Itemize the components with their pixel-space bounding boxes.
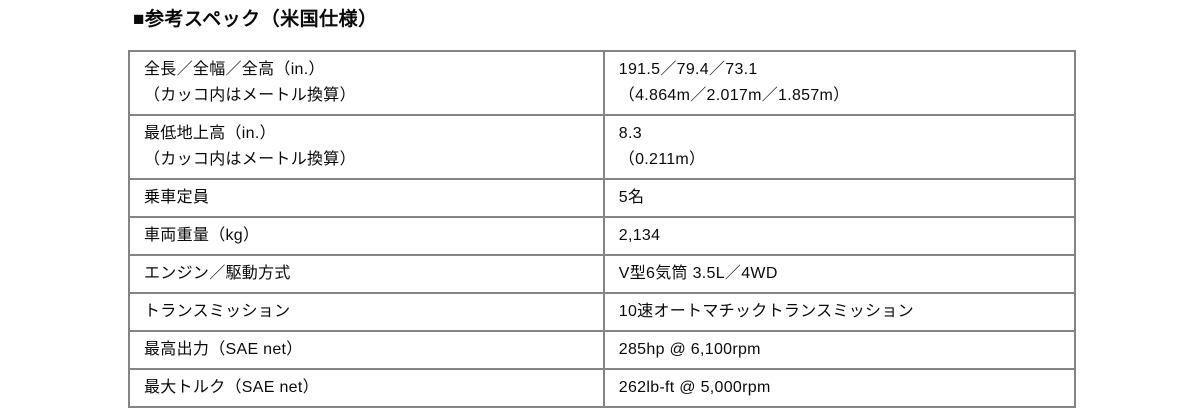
table-row: 乗車定員 5名: [128, 178, 1077, 218]
spec-value: 8.3: [618, 125, 642, 142]
spec-label-note: （カッコ内はメートル換算）: [144, 151, 356, 168]
spec-value-cell: 191.5／79.4／73.1 （4.864m／2.017m／1.857m）: [602, 50, 1077, 116]
table-row: エンジン／駆動方式 V型6気筒 3.5L／4WD: [128, 254, 1077, 294]
spec-value-cell: 5名: [602, 178, 1077, 218]
spec-value-cell: 285hp @ 6,100rpm: [602, 330, 1077, 370]
spec-label-note: （カッコ内はメートル換算）: [144, 87, 356, 104]
table-row: 最低地上高（in.） （カッコ内はメートル換算） 8.3 （0.211m）: [128, 114, 1077, 180]
spec-value: 262lb-ft @ 5,000rpm: [618, 379, 771, 396]
spec-value: V型6気筒 3.5L／4WD: [618, 265, 778, 282]
spec-value-cell: 262lb-ft @ 5,000rpm: [602, 368, 1077, 408]
spec-value-note: （4.864m／2.017m／1.857m）: [618, 87, 850, 104]
spec-table: 全長／全幅／全高（in.） （カッコ内はメートル換算） 191.5／79.4／7…: [128, 50, 1077, 408]
spec-label-cell: 車両重量（kg）: [128, 216, 605, 256]
spec-table-body: 全長／全幅／全高（in.） （カッコ内はメートル換算） 191.5／79.4／7…: [128, 50, 1077, 408]
spec-label-cell: 最大トルク（SAE net）: [128, 368, 605, 408]
spec-label: エンジン／駆動方式: [144, 265, 291, 282]
spec-value-cell: 2,134: [602, 216, 1077, 256]
spec-value: 285hp @ 6,100rpm: [618, 341, 761, 358]
spec-label-cell: エンジン／駆動方式: [128, 254, 605, 294]
spec-label: 最大トルク（SAE net）: [144, 379, 319, 396]
table-row: 車両重量（kg） 2,134: [128, 216, 1077, 256]
spec-label: トランスミッション: [144, 303, 291, 320]
table-row: 最高出力（SAE net） 285hp @ 6,100rpm: [128, 330, 1077, 370]
spec-section: ■参考スペック（米国仕様） 全長／全幅／全高（in.） （カッコ内はメートル換算…: [128, 8, 1077, 408]
spec-label: 乗車定員: [144, 189, 210, 206]
spec-value: 191.5／79.4／73.1: [618, 61, 758, 78]
spec-value-note: （0.211m）: [618, 151, 706, 168]
spec-label-cell: 最高出力（SAE net）: [128, 330, 605, 370]
spec-label-cell: トランスミッション: [128, 292, 605, 332]
spec-label: 車両重量（kg）: [144, 227, 260, 244]
spec-value-cell: 8.3 （0.211m）: [602, 114, 1077, 180]
spec-value: 5名: [618, 189, 645, 206]
spec-value-cell: 10速オートマチックトランスミッション: [602, 292, 1077, 332]
spec-value: 2,134: [618, 227, 661, 244]
page-title: ■参考スペック（米国仕様）: [133, 9, 378, 30]
spec-value-cell: V型6気筒 3.5L／4WD: [602, 254, 1077, 294]
table-row: 最大トルク（SAE net） 262lb-ft @ 5,000rpm: [128, 368, 1077, 408]
table-row: 全長／全幅／全高（in.） （カッコ内はメートル換算） 191.5／79.4／7…: [128, 50, 1077, 116]
spec-label: 最高出力（SAE net）: [144, 341, 303, 358]
spec-label: 全長／全幅／全高（in.）: [144, 61, 325, 78]
spec-label-cell: 最低地上高（in.） （カッコ内はメートル換算）: [128, 114, 605, 180]
spec-label-cell: 全長／全幅／全高（in.） （カッコ内はメートル換算）: [128, 50, 605, 116]
spec-label: 最低地上高（in.）: [144, 125, 276, 142]
table-row: トランスミッション 10速オートマチックトランスミッション: [128, 292, 1077, 332]
spec-value: 10速オートマチックトランスミッション: [618, 303, 914, 320]
spec-label-cell: 乗車定員: [128, 178, 605, 218]
